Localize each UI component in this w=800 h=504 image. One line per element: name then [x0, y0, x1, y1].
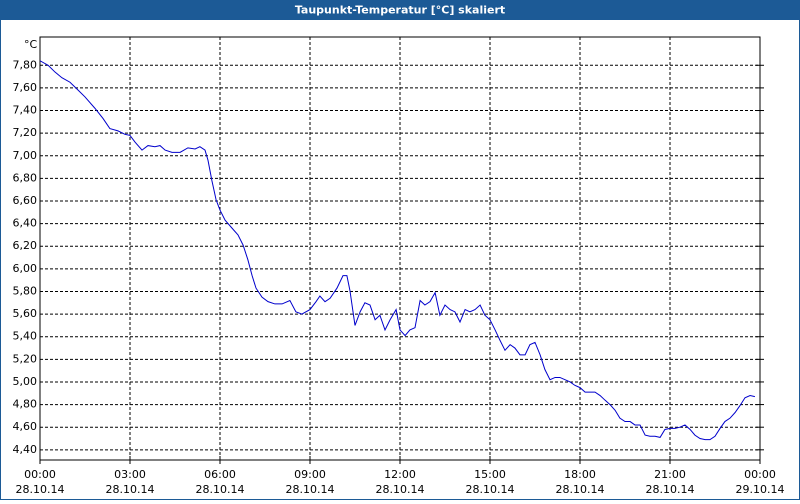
y-tick-label: 7,00 [13, 149, 38, 162]
x-tick-label: 09:00 [294, 468, 326, 481]
x-tick-label: 12:00 [384, 468, 416, 481]
x-tick-date: 28.10.14 [196, 483, 245, 496]
y-tick-label: 4,40 [13, 443, 38, 456]
y-tick-label: 6,60 [13, 194, 38, 207]
x-tick-label: 21:00 [654, 468, 686, 481]
x-tick-label: 18:00 [564, 468, 596, 481]
y-unit: °C [24, 38, 38, 51]
x-tick-label: 03:00 [114, 468, 146, 481]
y-tick-label: 6,40 [13, 217, 38, 230]
y-tick-label: 7,80 [13, 58, 38, 71]
x-tick-date: 28.10.14 [646, 483, 695, 496]
x-tick-date: 29.10.14 [736, 483, 785, 496]
y-tick-label: 6,80 [13, 171, 38, 184]
x-tick-label: 00:00 [24, 468, 56, 481]
x-tick-label: 06:00 [204, 468, 236, 481]
y-tick-label: 6,00 [13, 262, 38, 275]
title-bar [0, 0, 800, 20]
x-tick-date: 28.10.14 [556, 483, 605, 496]
y-tick-label: 5,40 [13, 330, 38, 343]
y-tick-label: 7,20 [13, 126, 38, 139]
data-line [39, 60, 756, 441]
x-tick-date: 28.10.14 [286, 483, 335, 496]
y-tick-label: 5,60 [13, 307, 38, 320]
y-tick-label: 5,00 [13, 375, 38, 388]
x-tick-date: 28.10.14 [16, 483, 65, 496]
chart-title: Taupunkt-Temperatur [°C] skaliert [295, 4, 505, 17]
y-tick-label: 4,60 [13, 420, 38, 433]
x-tick-date: 28.10.14 [466, 483, 515, 496]
y-tick-label: 7,40 [13, 104, 38, 117]
x-tick-date: 28.10.14 [376, 483, 425, 496]
y-tick-label: 5,20 [13, 352, 38, 365]
x-tick-label: 15:00 [474, 468, 506, 481]
x-tick-date: 28.10.14 [106, 483, 155, 496]
y-tick-label: 5,80 [13, 284, 38, 297]
x-tick-label: 00:00 [744, 468, 776, 481]
y-tick-label: 4,80 [13, 398, 38, 411]
y-tick-label: 7,60 [13, 81, 38, 94]
y-tick-label: 6,20 [13, 239, 38, 252]
